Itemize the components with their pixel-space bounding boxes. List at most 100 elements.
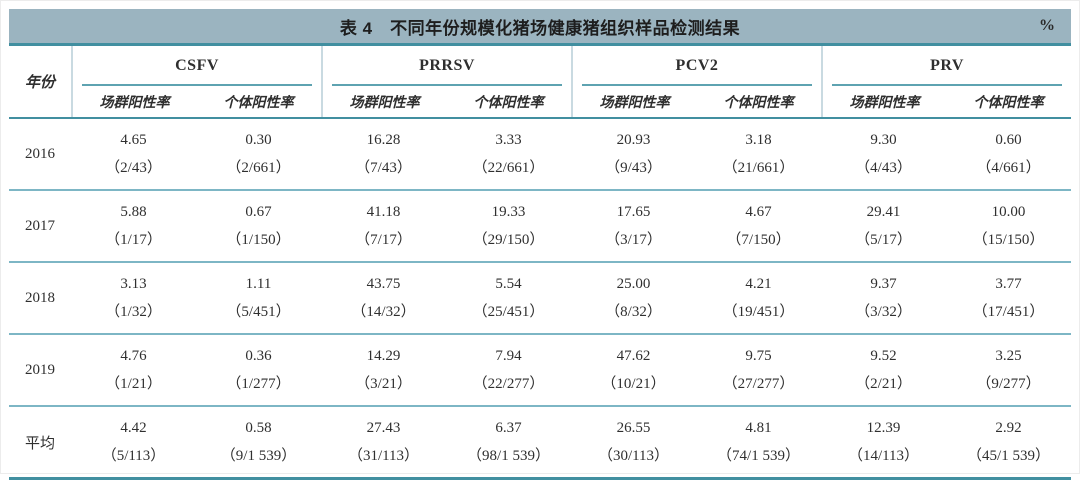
positive-fraction: （14/113） (847, 447, 920, 464)
unit-label: % (1039, 17, 1055, 34)
positive-rate-value: 4.67 (745, 203, 772, 220)
positive-rate-value: 4.76 (120, 347, 147, 364)
positive-rate-value: 4.42 (120, 419, 147, 436)
cell-prv-farm: 12.39 （14/113） (821, 407, 946, 477)
positive-rate-value: 20.93 (616, 131, 651, 148)
cell-prrsv-individual: 5.54 （25/451） (446, 263, 571, 333)
positive-fraction: （29/150） (472, 231, 545, 248)
positive-rate-value: 3.77 (995, 275, 1022, 292)
positive-rate-value: 5.54 (495, 275, 522, 292)
positive-rate-value: 17.65 (616, 203, 651, 220)
positive-rate-value: 16.28 (366, 131, 401, 148)
cell-csfv-individual: 0.67 （1/150） (196, 191, 321, 261)
positive-fraction: （7/150） (726, 231, 791, 248)
cell-csfv-individual: 1.11 （5/451） (196, 263, 321, 333)
positive-rate-value: 25.00 (616, 275, 651, 292)
cell-prv-farm: 9.30 （4/43） (821, 119, 946, 189)
positive-fraction: （74/1 539） (717, 447, 800, 464)
positive-rate-value: 0.67 (245, 203, 272, 220)
cell-csfv-farm: 4.76 （1/21） (71, 335, 196, 405)
positive-rate-value: 3.33 (495, 131, 522, 148)
cell-csfv-individual: 0.30 （2/661） (196, 119, 321, 189)
cell-prrsv-individual: 19.33 （29/150） (446, 191, 571, 261)
positive-rate-value: 4.21 (745, 275, 772, 292)
positive-rate-value: 26.55 (616, 419, 651, 436)
cell-csfv-individual: 0.36 （1/277） (196, 335, 321, 405)
positive-fraction: （7/43） (355, 159, 412, 176)
year-label: 2018 (25, 289, 55, 306)
cell-pcv2-individual: 9.75 （27/277） (696, 335, 821, 405)
positive-rate-value: 29.41 (866, 203, 901, 220)
cell-prrsv-farm: 41.18 （7/17） (321, 191, 446, 261)
table-row: 2017 5.88 （1/17） 0.67 （1/150） 41.18 （7/1… (9, 189, 1071, 261)
cell-pcv2-farm: 20.93 （9/43） (571, 119, 696, 189)
cell-prrsv-individual: 3.33 （22/661） (446, 119, 571, 189)
cell-prrsv-farm: 43.75 （14/32） (321, 263, 446, 333)
group-header-csfv: CSFV (71, 46, 321, 86)
positive-rate-value: 4.81 (745, 419, 772, 436)
positive-rate-value: 0.30 (245, 131, 272, 148)
cell-pcv2-farm: 17.65 （3/17） (571, 191, 696, 261)
positive-rate-value: 9.30 (870, 131, 897, 148)
positive-fraction: （1/21） (105, 375, 162, 392)
positive-rate-value: 6.37 (495, 419, 522, 436)
cell-pcv2-farm: 26.55 （30/113） (571, 407, 696, 477)
positive-fraction: （19/451） (722, 303, 795, 320)
cell-pcv2-individual: 4.81 （74/1 539） (696, 407, 821, 477)
cell-prrsv-individual: 7.94 （22/277） (446, 335, 571, 405)
cell-prrsv-farm: 27.43 （31/113） (321, 407, 446, 477)
positive-fraction: （1/17） (105, 231, 162, 248)
cell-csfv-individual: 0.58 （9/1 539） (196, 407, 321, 477)
cell-pcv2-individual: 4.67 （7/150） (696, 191, 821, 261)
cell-csfv-farm: 5.88 （1/17） (71, 191, 196, 261)
positive-fraction: （3/17） (605, 231, 662, 248)
positive-fraction: （3/32） (855, 303, 912, 320)
positive-fraction: （2/661） (226, 159, 291, 176)
positive-fraction: （21/661） (722, 159, 795, 176)
year-label: 平均 (24, 435, 55, 452)
positive-rate-value: 3.18 (745, 131, 772, 148)
group-header-prv: PRV (821, 46, 1071, 86)
sub-header-individual-rate: 个体阳性率 (723, 95, 794, 111)
positive-fraction: （9/277） (976, 375, 1041, 392)
positive-fraction: （5/17） (855, 231, 912, 248)
positive-fraction: （4/661） (976, 159, 1041, 176)
table-title-bar: 表 4 不同年份规模化猪场健康猪组织样品检测结果 % (9, 9, 1071, 43)
cell-pcv2-farm: 25.00 （8/32） (571, 263, 696, 333)
table-header: 年份 CSFV PRRSV PCV2 PRV 场群阳性率 个体阳性率 场群阳性率… (9, 43, 1071, 119)
positive-rate-value: 9.37 (870, 275, 897, 292)
cell-prrsv-individual: 6.37 （98/1 539） (446, 407, 571, 477)
positive-rate-value: 19.33 (491, 203, 526, 220)
positive-fraction: （3/21） (355, 375, 412, 392)
sub-header-farm-rate: 场群阳性率 (71, 86, 196, 117)
positive-rate-value: 5.88 (120, 203, 147, 220)
year-label: 2017 (25, 217, 55, 234)
positive-rate-value: 0.58 (245, 419, 272, 436)
positive-fraction: （5/451） (226, 303, 291, 320)
positive-fraction: （31/113） (347, 447, 420, 464)
positive-rate-value: 0.60 (995, 131, 1022, 148)
year-label: 2019 (25, 361, 55, 378)
positive-rate-value: 7.94 (495, 347, 522, 364)
positive-rate-value: 9.75 (745, 347, 772, 364)
positive-fraction: （5/113） (101, 447, 166, 464)
positive-fraction: （1/277） (226, 375, 291, 392)
positive-fraction: （9/1 539） (220, 447, 297, 464)
cell-prrsv-farm: 16.28 （7/43） (321, 119, 446, 189)
positive-fraction: （22/277） (472, 375, 545, 392)
table-body: 2016 4.65 （2/43） 0.30 （2/661） 16.28 （7/4… (9, 119, 1071, 480)
cell-prv-individual: 3.25 （9/277） (946, 335, 1071, 405)
cell-prv-individual: 10.00 （15/150） (946, 191, 1071, 261)
cell-csfv-farm: 4.42 （5/113） (71, 407, 196, 477)
cell-prv-farm: 29.41 （5/17） (821, 191, 946, 261)
positive-rate-value: 27.43 (366, 419, 401, 436)
year-label: 2016 (25, 145, 55, 162)
positive-rate-value: 2.92 (995, 419, 1022, 436)
table-row: 平均 4.42 （5/113） 0.58 （9/1 539） 27.43 （31… (9, 405, 1071, 477)
positive-rate-value: 43.75 (366, 275, 401, 292)
positive-rate-value: 10.00 (991, 203, 1026, 220)
positive-fraction: （27/277） (722, 375, 795, 392)
positive-rate-value: 12.39 (866, 419, 901, 436)
positive-fraction: （98/1 539） (467, 447, 550, 464)
